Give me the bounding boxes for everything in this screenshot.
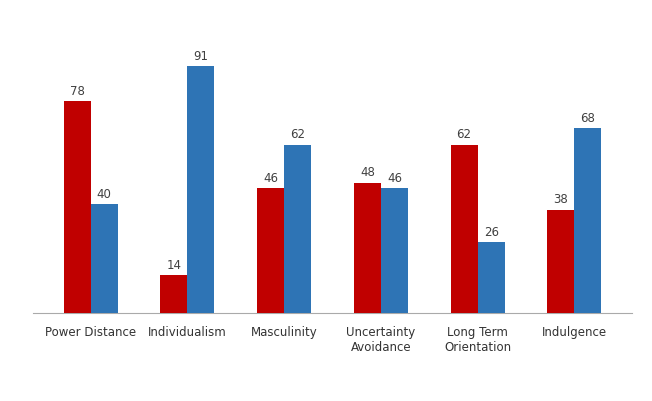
Bar	[160, 275, 187, 313]
Text: 48: 48	[360, 166, 375, 179]
Bar	[574, 128, 602, 313]
Bar	[354, 182, 381, 313]
Bar	[547, 210, 574, 313]
Bar	[478, 242, 505, 313]
Text: 91: 91	[194, 50, 209, 63]
Bar	[451, 145, 478, 313]
Text: 68: 68	[580, 112, 595, 125]
Bar	[381, 188, 408, 313]
Bar	[187, 66, 215, 313]
Text: 38: 38	[554, 194, 569, 207]
Text: 62: 62	[456, 128, 471, 142]
Bar	[284, 145, 311, 313]
Text: 78: 78	[70, 85, 85, 98]
Text: 14: 14	[166, 259, 181, 271]
Bar	[91, 205, 118, 313]
Text: 62: 62	[290, 128, 305, 142]
Text: 46: 46	[263, 172, 278, 185]
Bar	[63, 101, 91, 313]
Bar	[257, 188, 284, 313]
Text: 26: 26	[484, 226, 499, 239]
Text: 40: 40	[96, 188, 111, 201]
Text: 46: 46	[387, 172, 402, 185]
